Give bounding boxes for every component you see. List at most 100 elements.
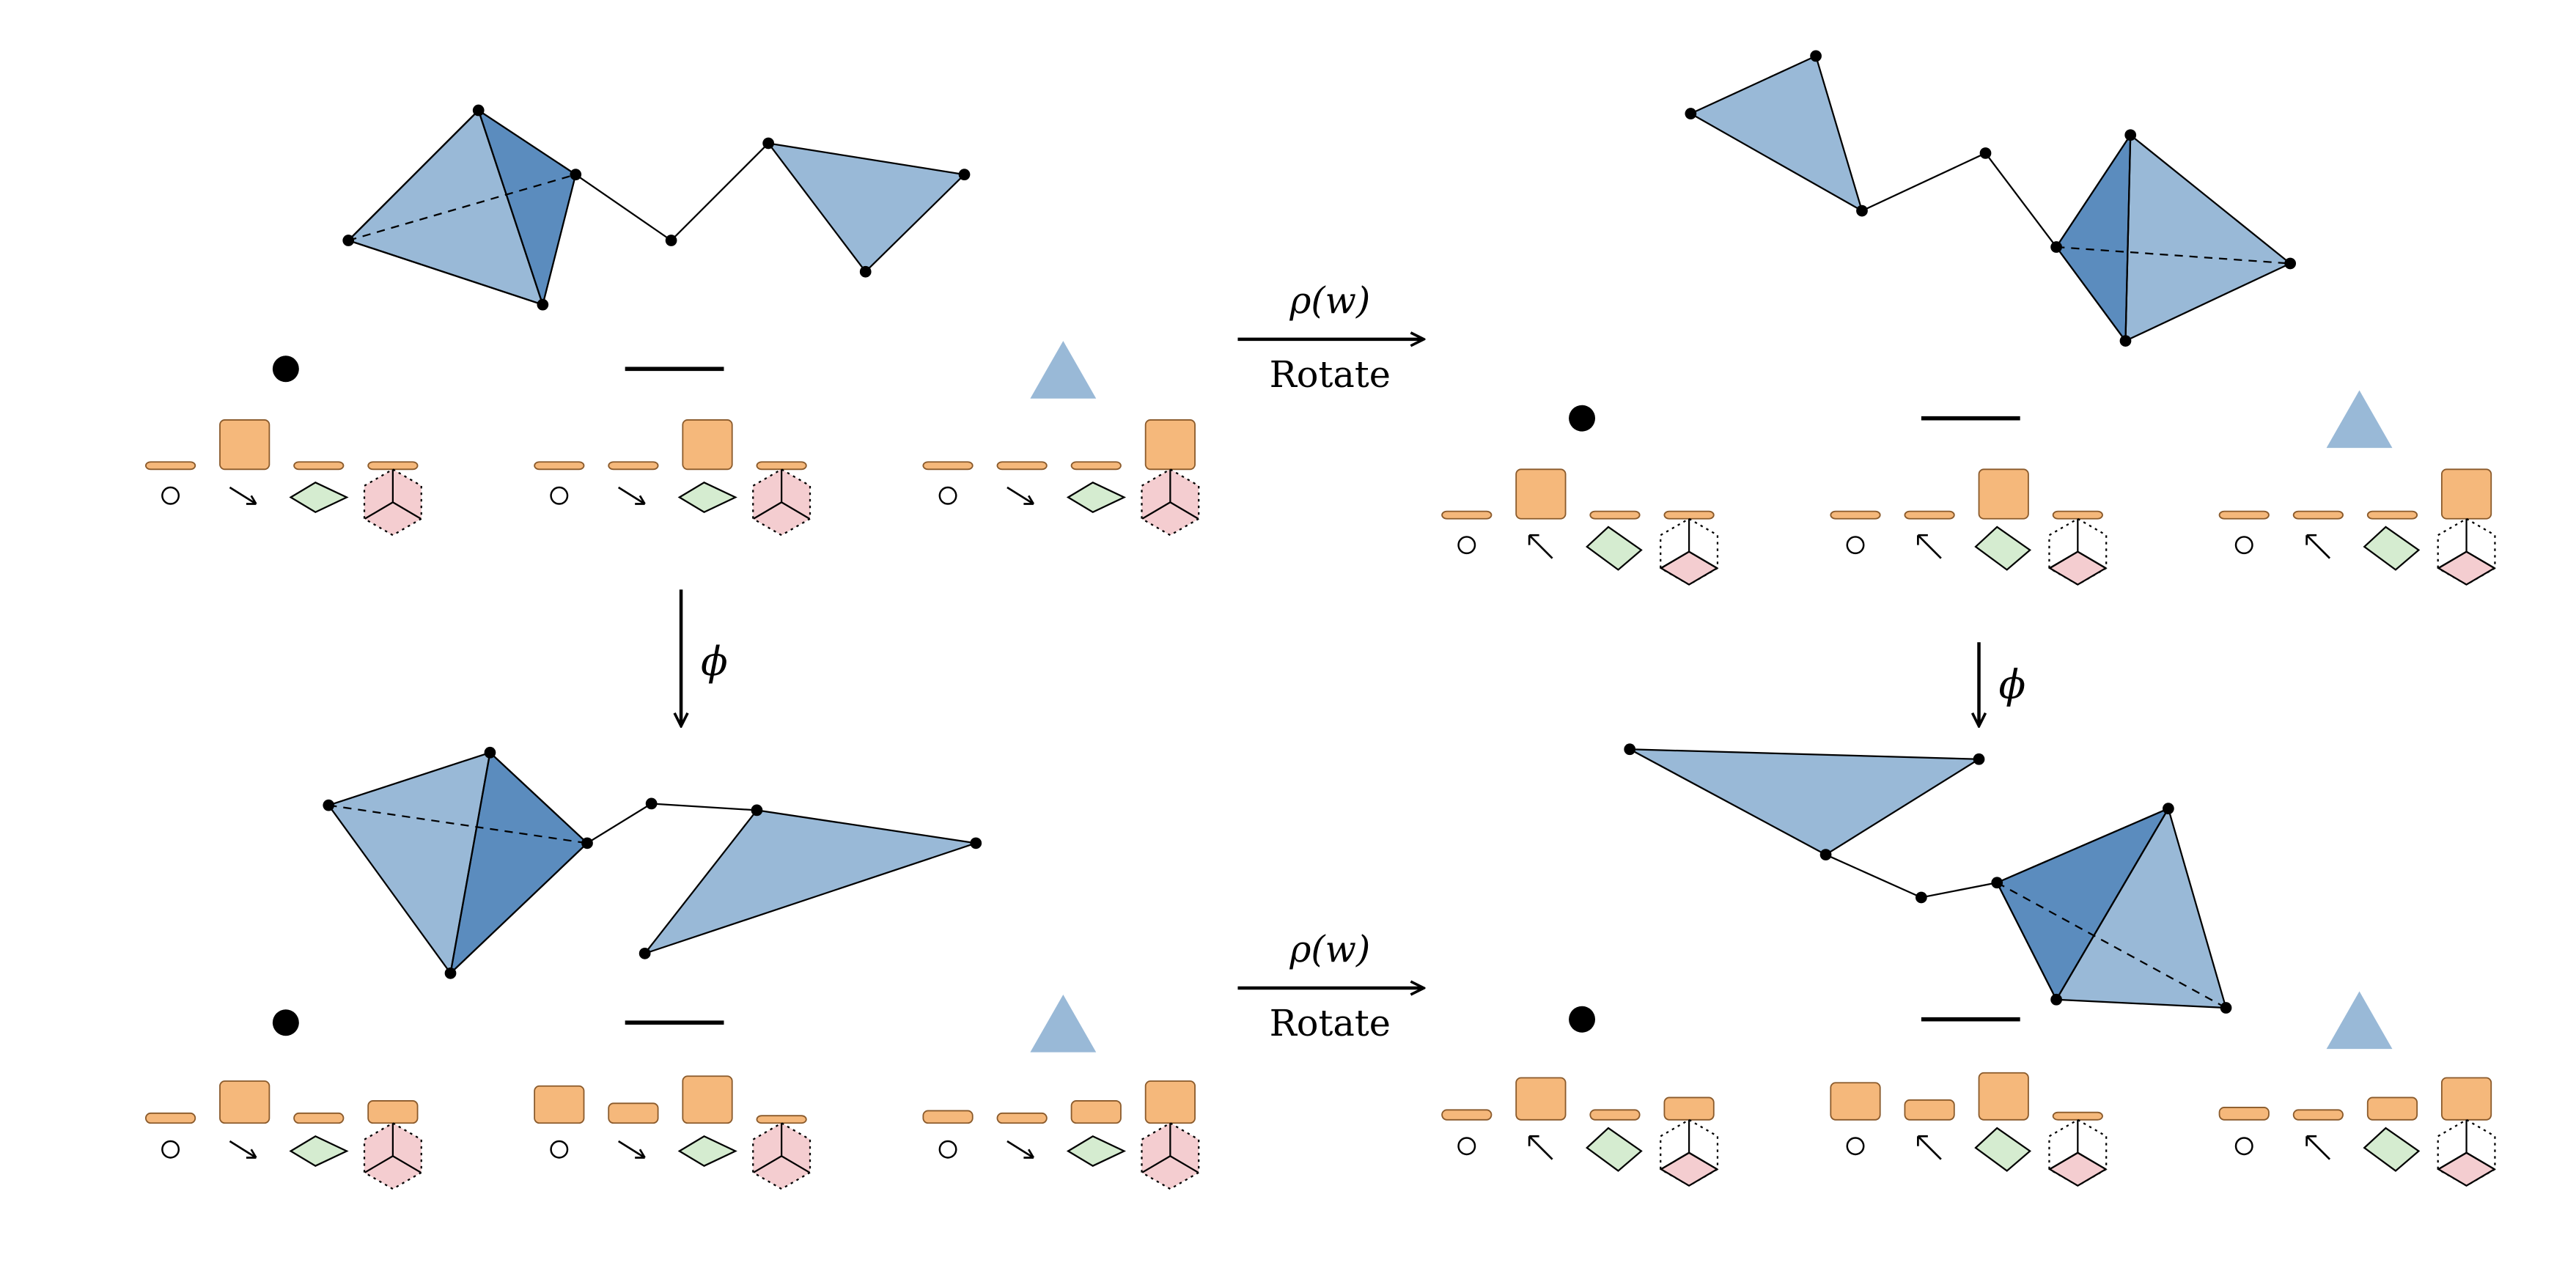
bivector-diamond-icon bbox=[2363, 526, 2421, 571]
feature-bar bbox=[2440, 468, 2492, 520]
scalar-icon bbox=[1846, 1137, 1865, 1156]
feature-bar bbox=[1515, 1077, 1567, 1121]
vector-arrow-icon bbox=[2305, 534, 2331, 559]
feature-group-triangle bbox=[2218, 991, 2496, 1187]
feature-group-line bbox=[1830, 1017, 2108, 1187]
feature-bar bbox=[1904, 510, 1955, 520]
feature-bar bbox=[996, 461, 1048, 471]
feature-bar bbox=[534, 461, 585, 471]
feature-bar bbox=[2440, 1077, 2492, 1121]
rho-label-top: ρ(w) bbox=[1289, 279, 1370, 322]
phi-label-right: ϕ bbox=[1998, 662, 2025, 708]
edge-chain bbox=[575, 142, 769, 242]
trivector-axes bbox=[753, 1123, 810, 1173]
feature-bar bbox=[1441, 1109, 1493, 1121]
feature-bar bbox=[1978, 468, 2029, 520]
triangle-glyph bbox=[1030, 341, 1097, 399]
scalar-icon bbox=[1457, 1137, 1476, 1156]
trivector-axes bbox=[1141, 469, 1199, 520]
feature-bar bbox=[2292, 510, 2344, 520]
feature-bar bbox=[1589, 510, 1641, 520]
triangle bbox=[766, 141, 966, 273]
trivector-axes bbox=[1660, 518, 1718, 570]
trivector-axes bbox=[364, 469, 422, 520]
triangle-glyph bbox=[2326, 390, 2393, 449]
scalar-icon bbox=[938, 1140, 957, 1159]
vertices bbox=[1685, 50, 2297, 347]
feature-bar bbox=[1663, 1096, 1715, 1121]
feature-bar bbox=[219, 419, 271, 471]
scalar-icon bbox=[550, 1140, 569, 1159]
edge-chain bbox=[586, 803, 757, 844]
feature-bar bbox=[367, 461, 419, 471]
feature-bar bbox=[1830, 510, 1881, 520]
feature-group-line bbox=[534, 1020, 812, 1190]
rho-arrow-top: ρ(w) Rotate bbox=[1237, 279, 1422, 396]
vertices bbox=[1624, 743, 2232, 1014]
bivector-diamond-icon bbox=[2363, 1127, 2421, 1172]
feature-bar bbox=[608, 1102, 659, 1124]
feature-bar bbox=[996, 1112, 1048, 1124]
vector-arrow-icon bbox=[1917, 1135, 1942, 1160]
feature-group-line bbox=[534, 366, 812, 537]
feature-bar bbox=[1904, 1099, 1955, 1121]
feature-bar bbox=[608, 461, 659, 471]
feature-bar bbox=[144, 461, 196, 471]
feature-bar bbox=[1663, 510, 1715, 520]
vertices bbox=[342, 104, 971, 311]
tetra-face-left bbox=[2055, 132, 2132, 344]
bivector-diamond-icon bbox=[1586, 1127, 1643, 1172]
feature-bar bbox=[1441, 510, 1493, 520]
triangle bbox=[642, 809, 976, 956]
bivector-diamond-icon bbox=[289, 482, 349, 514]
feature-group-triangle bbox=[2218, 390, 2496, 586]
feature-bar bbox=[1144, 419, 1196, 471]
trivector-axes bbox=[1660, 1119, 1718, 1171]
rotate-label-bottom: Rotate bbox=[1270, 1002, 1391, 1044]
vector-arrow-icon bbox=[617, 1140, 646, 1159]
feature-bar bbox=[1070, 461, 1122, 471]
point-glyph bbox=[272, 1009, 299, 1036]
phi-arrow-right: ϕ bbox=[1979, 642, 2025, 724]
feature-group-line bbox=[1830, 416, 2108, 586]
feature-bar bbox=[2218, 1107, 2270, 1121]
feature-group-point bbox=[1441, 1006, 1719, 1187]
triangle bbox=[1629, 748, 1982, 856]
feature-bar bbox=[367, 1100, 419, 1124]
scalar-icon bbox=[2234, 536, 2253, 555]
vector-arrow-icon bbox=[229, 1140, 257, 1159]
vector-arrow-icon bbox=[1528, 534, 1553, 559]
feature-bar bbox=[293, 461, 345, 471]
vector-arrow-icon bbox=[1007, 486, 1035, 505]
trivector-axes bbox=[2049, 1119, 2107, 1171]
feature-bar bbox=[682, 1075, 733, 1124]
bivector-diamond-icon bbox=[1586, 526, 1643, 571]
feature-bar bbox=[293, 1112, 345, 1124]
scalar-icon bbox=[1457, 536, 1476, 555]
feature-bar bbox=[144, 1112, 196, 1124]
feature-bar bbox=[682, 419, 733, 471]
bivector-diamond-icon bbox=[677, 1135, 737, 1167]
feature-bar bbox=[219, 1080, 271, 1124]
feature-bar bbox=[1515, 468, 1567, 520]
tetra-hidden-edge bbox=[347, 174, 576, 242]
feature-panel-phi-complex bbox=[144, 995, 1200, 1190]
feature-bar bbox=[2366, 1096, 2418, 1121]
bivector-diamond-icon bbox=[1066, 482, 1127, 514]
rho-arrow-bottom: ρ(w) Rotate bbox=[1237, 928, 1422, 1044]
vector-arrow-icon bbox=[1917, 534, 1942, 559]
point-glyph bbox=[1569, 1006, 1596, 1033]
vector-arrow-icon bbox=[1528, 1135, 1553, 1160]
triangle-glyph bbox=[2326, 991, 2393, 1050]
phi-label-left: ϕ bbox=[701, 638, 728, 685]
point-glyph bbox=[1569, 405, 1596, 432]
rotate-label-top: Rotate bbox=[1270, 353, 1391, 396]
feature-panel-input-complex bbox=[144, 341, 1200, 537]
feature-bar bbox=[756, 1115, 807, 1124]
complex-rotated bbox=[1685, 50, 2297, 347]
rho-label-bottom: ρ(w) bbox=[1289, 928, 1370, 970]
trivector-axes bbox=[2049, 518, 2107, 570]
scalar-icon bbox=[2234, 1137, 2253, 1156]
scalar-icon bbox=[161, 486, 180, 505]
bivector-diamond-icon bbox=[1974, 1127, 2031, 1172]
